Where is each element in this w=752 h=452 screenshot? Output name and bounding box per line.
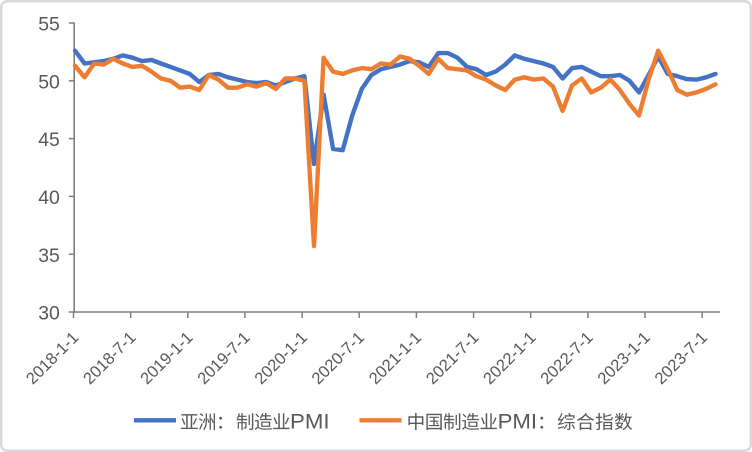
svg-text:35: 35	[38, 245, 60, 267]
svg-text:30: 30	[38, 303, 60, 325]
svg-text:50: 50	[38, 71, 60, 93]
svg-text:55: 55	[38, 14, 60, 36]
svg-text:PMI: PMI	[498, 410, 537, 434]
svg-text:PMI: PMI	[290, 410, 330, 434]
svg-text:45: 45	[38, 129, 60, 151]
svg-text:40: 40	[38, 187, 60, 209]
